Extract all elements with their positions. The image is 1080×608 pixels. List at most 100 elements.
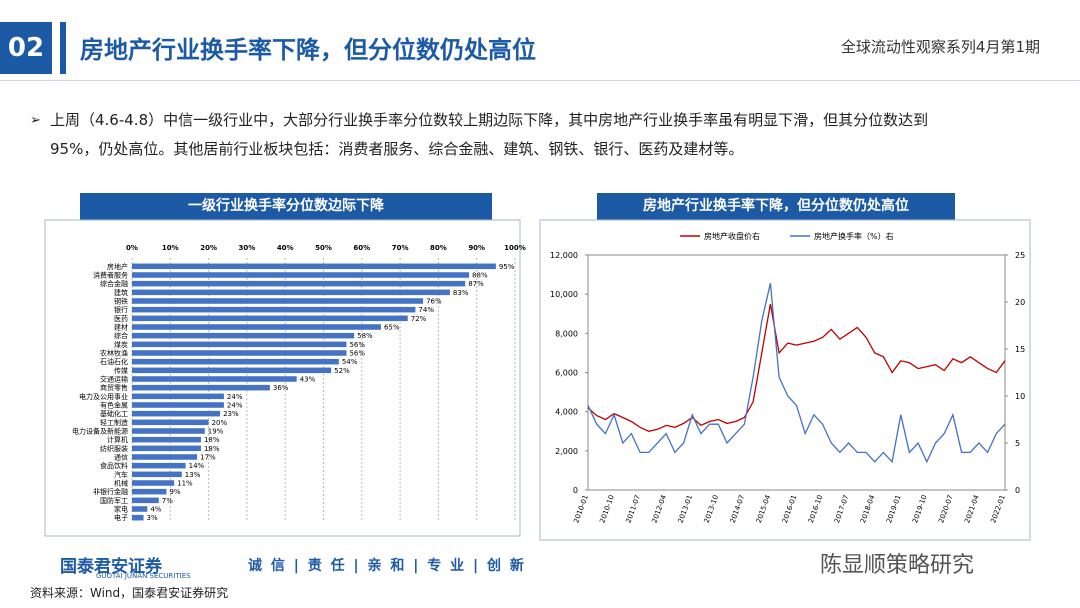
category-label: 电力设备及新能源 — [72, 427, 128, 436]
x-tick-label: 20% — [200, 244, 217, 252]
category-label: 农林牧渔 — [100, 349, 128, 358]
value-label: 83% — [453, 289, 469, 297]
value-label: 36% — [273, 384, 289, 392]
series-name: 全球流动性观察系列4月第1期 — [840, 38, 1040, 56]
bar — [132, 454, 198, 460]
value-label: 17% — [200, 454, 216, 462]
value-label: 4% — [150, 506, 161, 514]
bar — [132, 410, 221, 417]
value-label: 56% — [349, 350, 365, 358]
category-label: 钢铁 — [114, 297, 128, 306]
category-label: 有色金属 — [100, 401, 128, 410]
value-label: 43% — [300, 376, 316, 384]
y2-tick-label: 15 — [1015, 345, 1025, 354]
value-label: 65% — [384, 324, 400, 332]
bar — [132, 445, 201, 452]
value-label: 18% — [204, 436, 220, 444]
x-tick-label: 2019-01 — [885, 494, 903, 524]
value-label: 88% — [472, 272, 488, 280]
category-label: 家电 — [114, 505, 128, 514]
bar — [132, 462, 186, 469]
value-label: 95% — [499, 263, 515, 271]
category-label: 机械 — [114, 479, 128, 488]
divider — [0, 80, 1080, 81]
x-tick-label: 2016-10 — [807, 494, 825, 524]
logo: 国泰君安证券 — [60, 557, 162, 577]
bar — [132, 272, 470, 278]
value-label: 87% — [468, 280, 484, 288]
category-label: 国防军工 — [100, 496, 128, 505]
category-label: 电子 — [114, 513, 128, 522]
chart-title: 房地产行业换手率下降，但分位数仍处高位 — [597, 193, 955, 220]
category-label: 轻工制造 — [100, 418, 128, 427]
category-label: 纺织服装 — [100, 444, 128, 453]
category-label: 综合金融 — [100, 279, 128, 288]
bullet-line: 上周（4.6-4.8）中信一级行业中，大部分行业换手率分位数较上期边际下降，其中… — [50, 111, 929, 129]
x-tick-label: 2013-10 — [703, 494, 721, 524]
value-label: 58% — [357, 332, 373, 340]
category-label: 煤炭 — [114, 340, 128, 349]
category-label: 综合 — [114, 331, 128, 340]
y-tick-label: 10,000 — [550, 290, 578, 299]
value-label: 54% — [342, 358, 358, 366]
bar — [132, 324, 381, 330]
x-tick-label: 0% — [126, 244, 138, 252]
bar — [132, 376, 297, 382]
y-tick-label: 8,000 — [555, 329, 578, 338]
category-label: 基础化工 — [100, 409, 128, 418]
bar — [132, 436, 201, 443]
x-tick-label: 2011-07 — [624, 494, 642, 524]
section-number: 02 — [0, 22, 52, 74]
x-tick-label: 50% — [315, 244, 332, 252]
value-label: 76% — [426, 298, 442, 306]
x-tick-label: 10% — [162, 244, 179, 252]
bullet: 上周（4.6-4.8）中信一级行业中，大部分行业换手率分位数较上期边际下降，其中… — [30, 106, 1060, 164]
category-label: 建筑 — [114, 288, 128, 297]
value-label: 3% — [146, 514, 157, 522]
category-label: 商贸零售 — [100, 383, 128, 392]
bar — [132, 280, 466, 287]
y-tick-label: 6,000 — [555, 369, 578, 378]
category-label: 建材 — [114, 323, 128, 332]
value-label: 72% — [411, 315, 427, 323]
value-label: 7% — [162, 497, 173, 505]
y2-tick-label: 10 — [1015, 392, 1025, 401]
category-label: 汽车 — [114, 470, 128, 479]
bar — [132, 298, 424, 304]
category-label: 消费者服务 — [93, 271, 128, 280]
bar — [132, 384, 270, 391]
category-label: 通信 — [114, 453, 128, 462]
x-tick-label: 2013-01 — [677, 494, 695, 524]
category-label: 医药 — [114, 314, 128, 323]
x-tick-label: 70% — [392, 244, 409, 252]
x-tick-label: 30% — [239, 244, 256, 252]
category-label: 交通运输 — [100, 375, 128, 384]
bar — [132, 393, 224, 400]
value-label: 9% — [169, 488, 180, 496]
bar — [132, 315, 408, 322]
accent-bar — [60, 22, 66, 74]
bar — [132, 341, 347, 348]
bar — [132, 350, 347, 356]
x-tick-label: 2016-01 — [781, 494, 799, 524]
slogan: 诚 信 | 责 任 | 亲 和 | 专 业 | 创 新 — [248, 558, 526, 574]
bar — [132, 497, 159, 504]
x-tick-label: 2012-04 — [651, 493, 669, 524]
x-tick-label: 80% — [430, 244, 447, 252]
bar — [132, 358, 339, 365]
bar — [132, 488, 167, 495]
y2-tick-label: 0 — [1015, 486, 1020, 495]
x-tick-label: 40% — [277, 244, 294, 252]
bar — [132, 289, 450, 296]
series-line — [587, 283, 1006, 464]
legend-label: 房地产收盘价右 — [704, 231, 760, 241]
x-tick-label: 90% — [468, 244, 485, 252]
x-tick-label: 2018-04 — [859, 493, 877, 524]
bar — [132, 263, 496, 270]
bullet-line: 95%，仍处高位。其他居前行业板块包括：消费者服务、综合金融、建筑、钢铁、银行、… — [50, 140, 744, 158]
category-label: 石油石化 — [100, 357, 128, 366]
bar — [132, 428, 205, 434]
x-tick-label: 2019-10 — [911, 494, 929, 524]
